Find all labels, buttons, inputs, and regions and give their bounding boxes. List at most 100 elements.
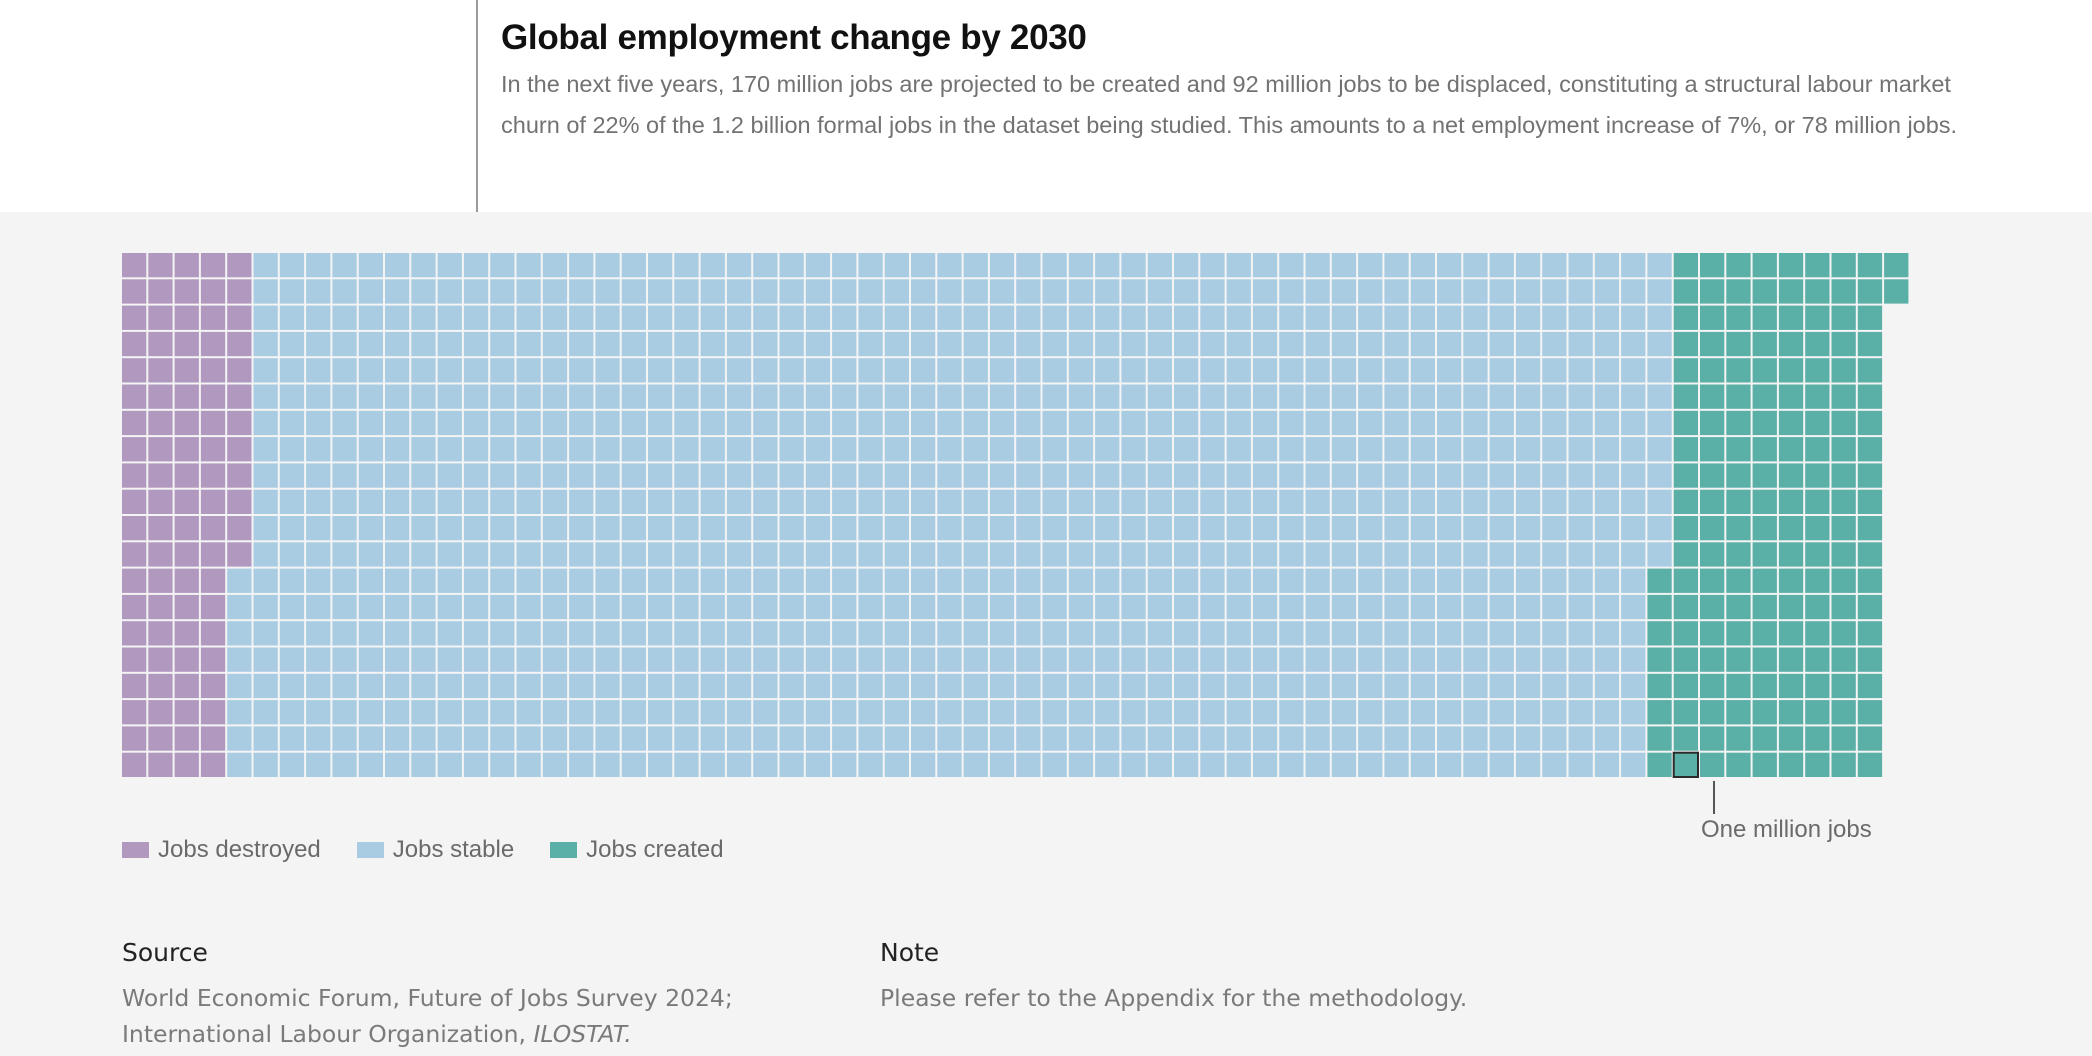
waffle-cell-jobs-stable bbox=[1252, 594, 1278, 620]
waffle-cell-jobs-stable bbox=[1147, 752, 1172, 777]
waffle-cell-jobs-stable bbox=[1437, 410, 1462, 436]
waffle-cell-jobs-created bbox=[1700, 752, 1725, 777]
waffle-cell-jobs-created bbox=[1805, 516, 1830, 541]
waffle-cell-jobs-stable bbox=[1515, 253, 1541, 278]
waffle-cell-jobs-stable bbox=[516, 410, 541, 436]
waffle-cell-jobs-stable bbox=[1621, 358, 1646, 383]
waffle-cell-jobs-stable bbox=[1068, 621, 1094, 646]
waffle-cell-jobs-stable bbox=[884, 594, 909, 620]
waffle-cell-jobs-stable bbox=[1121, 726, 1146, 751]
waffle-cell-jobs-stable bbox=[1463, 331, 1488, 357]
waffle-cell-jobs-stable bbox=[490, 673, 515, 699]
waffle-cell-jobs-destroyed bbox=[174, 568, 199, 593]
waffle-cell-jobs-stable bbox=[1568, 621, 1593, 646]
waffle-cell-jobs-created bbox=[1831, 437, 1856, 462]
waffle-cell-jobs-stable bbox=[832, 331, 857, 357]
waffle-cell-jobs-stable bbox=[674, 673, 699, 699]
waffle-cell-jobs-stable bbox=[279, 568, 305, 593]
waffle-cell-jobs-stable bbox=[963, 726, 988, 751]
waffle-cell-jobs-destroyed bbox=[200, 279, 226, 304]
waffle-cell-jobs-destroyed bbox=[148, 542, 173, 567]
waffle-cell-jobs-stable bbox=[1410, 279, 1435, 304]
waffle-cell-jobs-stable bbox=[516, 253, 541, 278]
waffle-cell-jobs-stable bbox=[1174, 437, 1199, 462]
waffle-cell-jobs-stable bbox=[1016, 516, 1041, 541]
waffle-cell-jobs-stable bbox=[726, 489, 752, 514]
waffle-cell-jobs-destroyed bbox=[174, 752, 199, 777]
waffle-cell-jobs-stable bbox=[1568, 594, 1593, 620]
waffle-cell-jobs-created bbox=[1857, 410, 1883, 436]
waffle-cell-jobs-stable bbox=[884, 253, 909, 278]
waffle-cell-jobs-stable bbox=[1463, 673, 1488, 699]
waffle-cell-jobs-stable bbox=[884, 410, 909, 436]
waffle-cell-jobs-stable bbox=[911, 437, 936, 462]
waffle-cell-jobs-stable bbox=[1410, 568, 1435, 593]
waffle-cell-jobs-stable bbox=[1226, 594, 1251, 620]
waffle-cell-jobs-stable bbox=[411, 726, 436, 751]
waffle-cell-jobs-stable bbox=[621, 568, 646, 593]
waffle-cell-jobs-stable bbox=[1279, 673, 1304, 699]
waffle-cell-jobs-stable bbox=[437, 463, 462, 488]
waffle-cell-jobs-stable bbox=[911, 463, 936, 488]
waffle-cell-jobs-created bbox=[1700, 253, 1725, 278]
waffle-cell-jobs-stable bbox=[516, 437, 541, 462]
waffle-cell-jobs-stable bbox=[858, 463, 883, 488]
waffle-cell-jobs-destroyed bbox=[174, 358, 199, 383]
waffle-cell-jobs-stable bbox=[595, 437, 620, 462]
waffle-cell-jobs-stable bbox=[858, 410, 883, 436]
waffle-cell-jobs-stable bbox=[832, 463, 857, 488]
waffle-cell-jobs-stable bbox=[911, 542, 936, 567]
waffle-cell-jobs-stable bbox=[1331, 752, 1357, 777]
waffle-cell-jobs-stable bbox=[411, 358, 436, 383]
waffle-cell-jobs-stable bbox=[963, 463, 988, 488]
waffle-cell-jobs-stable bbox=[884, 384, 909, 409]
waffle-cell-jobs-stable bbox=[306, 463, 331, 488]
waffle-cell-jobs-destroyed bbox=[122, 726, 147, 751]
waffle-cell-jobs-stable bbox=[411, 489, 436, 514]
waffle-cell-jobs-stable bbox=[1305, 384, 1330, 409]
waffle-cell-jobs-stable bbox=[884, 568, 909, 593]
waffle-cell-jobs-stable bbox=[884, 752, 909, 777]
waffle-cell-jobs-stable bbox=[832, 726, 857, 751]
waffle-cell-jobs-stable bbox=[1410, 647, 1435, 672]
waffle-cell-jobs-stable bbox=[911, 279, 936, 304]
waffle-cell-jobs-created bbox=[1700, 410, 1725, 436]
waffle-cell-jobs-stable bbox=[385, 647, 410, 672]
waffle-cell-jobs-stable bbox=[1121, 437, 1146, 462]
waffle-cell-jobs-stable bbox=[1016, 752, 1041, 777]
waffle-cell-jobs-stable bbox=[1305, 568, 1330, 593]
waffle-cell-jobs-stable bbox=[1226, 489, 1251, 514]
waffle-cell-jobs-stable bbox=[542, 647, 568, 672]
waffle-cell-jobs-stable bbox=[332, 463, 357, 488]
waffle-cell-jobs-stable bbox=[1305, 621, 1330, 646]
waffle-cell-jobs-stable bbox=[542, 542, 568, 567]
waffle-cell-jobs-created bbox=[1726, 253, 1751, 278]
waffle-cell-jobs-stable bbox=[753, 516, 778, 541]
waffle-cell-jobs-destroyed bbox=[200, 621, 226, 646]
waffle-cell-jobs-stable bbox=[490, 489, 515, 514]
waffle-cell-jobs-stable bbox=[963, 673, 988, 699]
legend-label-jobs-destroyed: Jobs destroyed bbox=[158, 836, 321, 863]
chart-description: In the next five years, 170 million jobs… bbox=[501, 71, 1958, 138]
waffle-cell-jobs-stable bbox=[595, 279, 620, 304]
waffle-cell-jobs-stable bbox=[358, 358, 383, 383]
waffle-cell-jobs-stable bbox=[542, 463, 568, 488]
waffle-cell-jobs-stable bbox=[1358, 437, 1383, 462]
waffle-cell-jobs-stable bbox=[1594, 253, 1620, 278]
waffle-cell-jobs-stable bbox=[332, 568, 357, 593]
waffle-cell-jobs-created bbox=[1752, 752, 1777, 777]
waffle-cell-jobs-stable bbox=[463, 489, 489, 514]
waffle-cell-jobs-stable bbox=[516, 542, 541, 567]
waffle-cell-jobs-stable bbox=[1594, 279, 1620, 304]
waffle-cell-jobs-stable bbox=[963, 305, 988, 330]
waffle-cell-jobs-destroyed bbox=[200, 253, 226, 278]
waffle-cell-jobs-stable bbox=[1410, 253, 1435, 278]
waffle-cell-jobs-created bbox=[1673, 726, 1698, 751]
waffle-cell-jobs-created bbox=[1805, 568, 1830, 593]
waffle-cell-jobs-stable bbox=[306, 358, 331, 383]
waffle-cell-jobs-stable bbox=[1016, 700, 1041, 725]
waffle-cell-jobs-stable bbox=[1121, 647, 1146, 672]
waffle-cell-jobs-stable bbox=[1068, 331, 1094, 357]
waffle-cell-jobs-stable bbox=[1042, 516, 1067, 541]
waffle-cell-jobs-stable bbox=[279, 726, 305, 751]
